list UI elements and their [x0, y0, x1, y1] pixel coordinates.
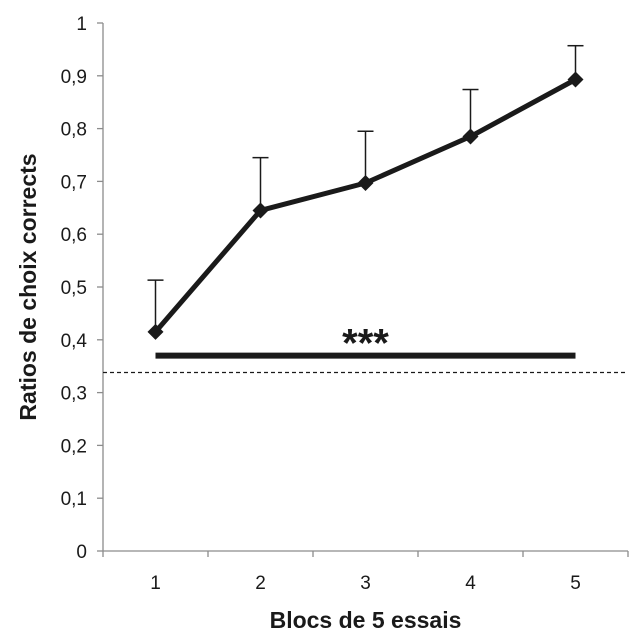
y-tick-label: 0,3: [61, 384, 87, 405]
x-axis-title: Blocs de 5 essais: [270, 607, 462, 633]
data-point: [567, 71, 584, 88]
data-point: [147, 323, 164, 340]
data-point: [252, 202, 269, 219]
y-tick-label: 0,7: [61, 172, 87, 193]
x-axis-ticks: 1 2 3 4 5: [102, 551, 629, 594]
data-markers: [147, 71, 584, 340]
y-tick-label: 0,9: [61, 67, 87, 88]
y-axis-ticks: 0 0,1 0,2 0,3 0,4 0,5 0,6 0,7 0,8 0,9 1: [61, 14, 103, 563]
series-line: [153, 77, 577, 334]
y-axis-title: Ratios de choix corrects: [15, 153, 41, 420]
x-tick-label: 3: [360, 573, 371, 594]
x-tick-label: 5: [570, 573, 581, 594]
x-tick-label: 1: [150, 573, 161, 594]
y-tick-label: 0,4: [61, 331, 88, 352]
data-point: [462, 128, 479, 145]
y-tick-label: 1: [76, 14, 87, 35]
x-tick-label: 4: [465, 573, 476, 594]
y-tick-label: 0: [76, 542, 87, 563]
y-tick-label: 0,5: [61, 278, 87, 299]
y-tick-label: 0,1: [61, 489, 87, 510]
x-tick-label: 2: [255, 573, 266, 594]
y-tick-label: 0,8: [61, 120, 87, 141]
y-tick-label: 0,2: [61, 436, 87, 457]
data-point: [357, 174, 374, 191]
significance-label: ***: [342, 322, 389, 366]
error-bars: [147, 44, 584, 332]
y-tick-label: 0,6: [61, 225, 87, 246]
